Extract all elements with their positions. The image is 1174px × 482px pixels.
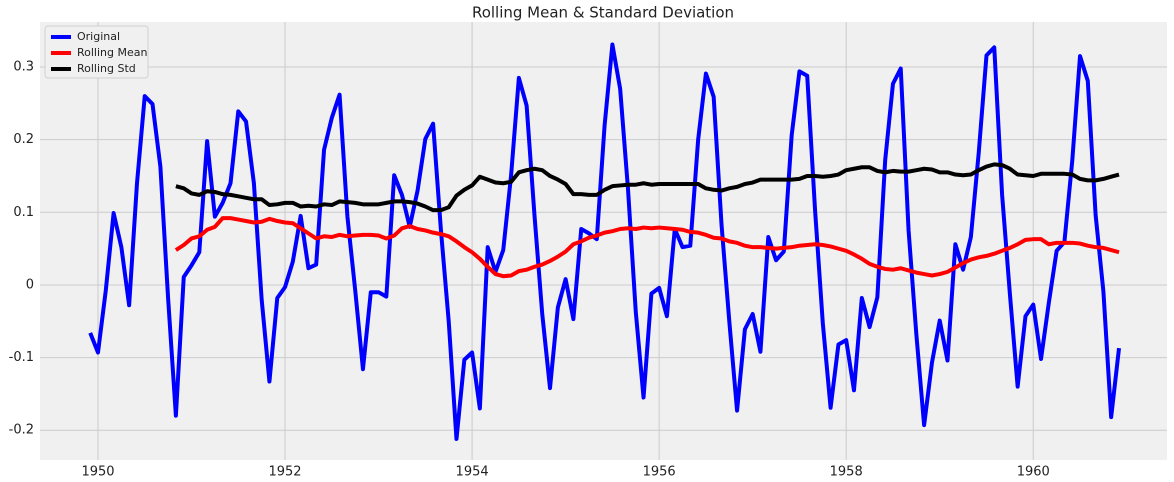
legend-label: Rolling Std <box>77 62 136 75</box>
plot-area <box>40 22 1167 460</box>
data-line <box>88 42 1122 441</box>
data-line <box>174 216 1120 279</box>
legend-label: Original <box>77 30 120 43</box>
x-tick-label: 1954 <box>456 465 489 480</box>
legend: Original Rolling Mean Rolling Std <box>44 25 149 79</box>
chart-title: Rolling Mean & Standard Deviation <box>472 4 734 22</box>
y-tick-label: -0.1 <box>9 350 34 365</box>
y-tick-label: 0.2 <box>13 132 34 147</box>
y-tick-label: -0.2 <box>9 423 34 438</box>
y-tick-label: 0.1 <box>13 205 34 220</box>
legend-label: Rolling Mean <box>77 46 147 59</box>
x-tick-label: 1956 <box>643 465 676 480</box>
y-tick-label: 0 <box>26 277 34 292</box>
x-tick-label: 1950 <box>81 465 114 480</box>
x-tick-label: 1952 <box>268 465 301 480</box>
data-line <box>175 162 1120 213</box>
y-tick-label: 0.3 <box>13 60 34 75</box>
x-tick-label: 1958 <box>830 465 863 480</box>
x-tick-label: 1960 <box>1017 465 1050 480</box>
